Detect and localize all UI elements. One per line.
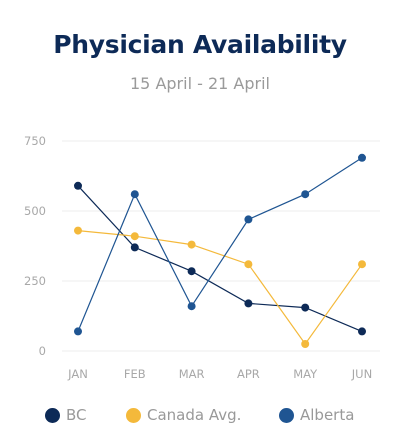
data-point[interactable] [301, 190, 310, 199]
data-point[interactable] [74, 181, 82, 190]
data-point[interactable] [358, 153, 366, 162]
series-group [74, 181, 366, 336]
legend-label: Alberta [300, 406, 355, 424]
series-line [77, 230, 363, 346]
x-tick-label: FEB [124, 367, 146, 381]
x-tick-label: APR [237, 367, 260, 381]
chart-subtitle: 15 April - 21 April [130, 74, 270, 93]
x-tick-label: JUN [351, 367, 372, 381]
series-line [77, 185, 363, 332]
y-axis-ticks: 0 250 500 750 [24, 134, 46, 358]
legend-item[interactable]: BC [45, 403, 87, 427]
y-tick-label: 500 [24, 204, 46, 218]
data-point[interactable] [187, 240, 196, 249]
data-point[interactable] [187, 302, 196, 311]
data-point[interactable] [130, 190, 139, 199]
legend-item[interactable]: Alberta [279, 403, 354, 427]
legend-item[interactable]: Canada Avg. [126, 403, 241, 427]
data-point[interactable] [244, 299, 253, 308]
x-axis-ticks: JAN FEB MAR APR MAY JUN [67, 367, 372, 381]
data-point[interactable] [244, 260, 253, 269]
legend-label: Canada Avg. [147, 406, 242, 424]
series-group [74, 226, 366, 348]
gridlines [62, 140, 380, 352]
data-point[interactable] [358, 260, 366, 269]
data-point[interactable] [74, 226, 82, 235]
x-tick-label: JAN [67, 367, 88, 381]
data-point[interactable] [301, 303, 310, 312]
legend-swatch [126, 407, 141, 423]
series-line [77, 157, 363, 332]
data-point[interactable] [74, 327, 82, 336]
legend-label: BC [66, 406, 87, 424]
series-lines [74, 153, 366, 348]
y-tick-label: 750 [24, 134, 46, 148]
data-point[interactable] [130, 232, 139, 241]
y-tick-label: 250 [24, 274, 46, 288]
data-point[interactable] [244, 215, 253, 224]
legend-swatch [45, 407, 60, 423]
data-point[interactable] [130, 243, 139, 252]
x-tick-label: MAR [179, 367, 205, 381]
chart-title: Physician Availability [53, 30, 347, 59]
x-tick-label: MAY [293, 367, 318, 381]
y-tick-label: 0 [39, 344, 46, 358]
data-point[interactable] [358, 327, 366, 336]
legend-swatch [279, 407, 294, 423]
data-point[interactable] [301, 340, 310, 348]
data-point[interactable] [187, 267, 196, 276]
series-group [74, 153, 366, 336]
chart-legend: BC Canada Avg. Alberta [0, 403, 400, 427]
